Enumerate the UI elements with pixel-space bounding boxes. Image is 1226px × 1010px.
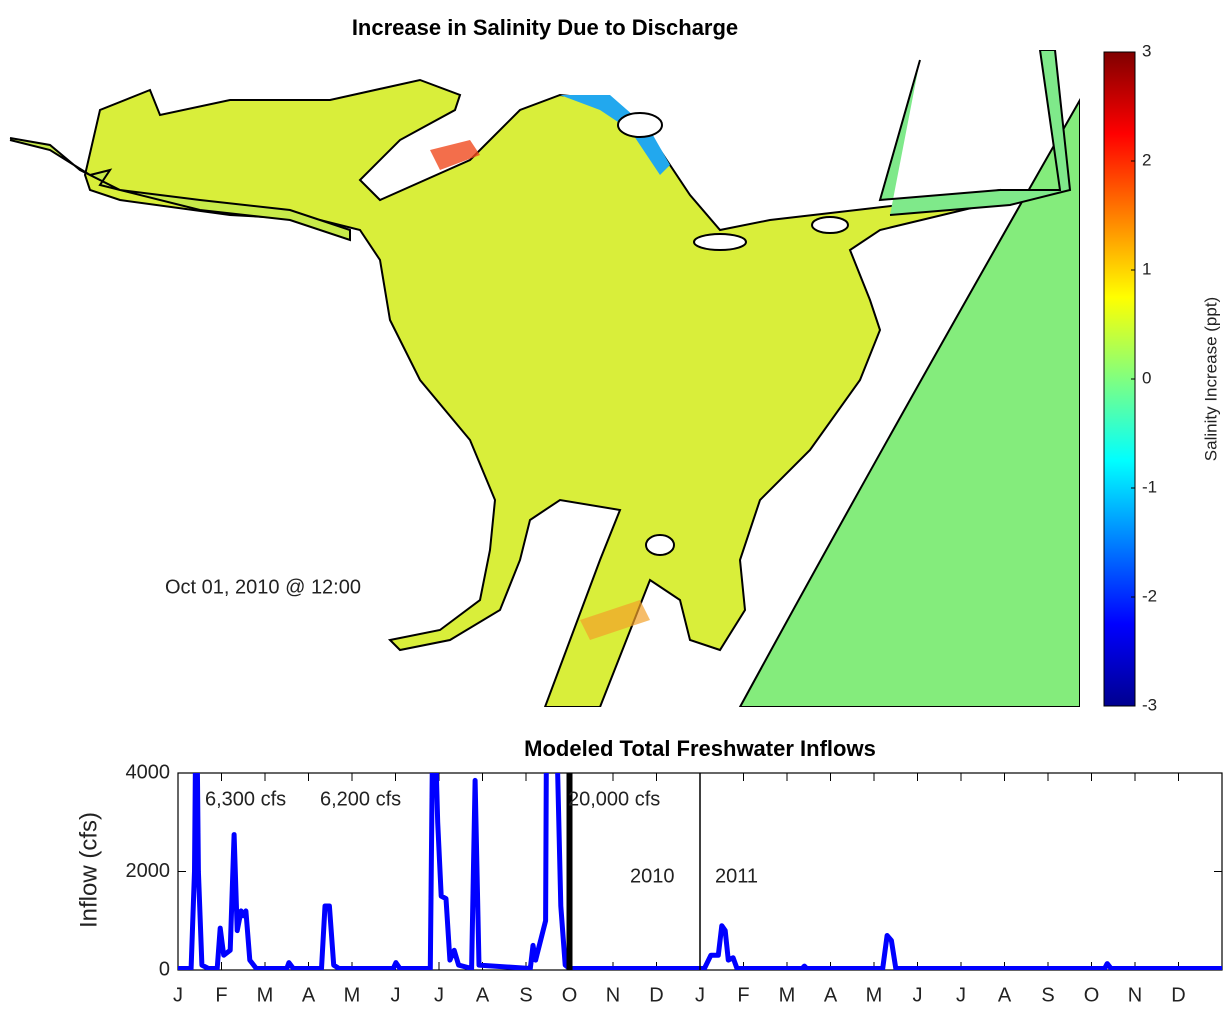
x-tick-label: M	[344, 984, 361, 1006]
island	[645, 534, 675, 556]
x-tick-label: S	[1041, 984, 1054, 1006]
y-axis-label: Inflow (cfs)	[75, 812, 102, 928]
bay-water	[83, 78, 1007, 707]
hot-spot	[430, 140, 480, 170]
x-tick-label: O	[1084, 984, 1100, 1006]
x-tick-label: J	[391, 984, 401, 1006]
gulf-water	[738, 97, 1080, 707]
island	[617, 112, 663, 138]
x-tick-label: A	[476, 984, 490, 1006]
x-tick-label: S	[519, 984, 532, 1006]
colorbar-tick-label: -1	[1142, 477, 1157, 496]
plot-title: Modeled Total Freshwater Inflows	[524, 736, 876, 761]
map-annotation: Oct 01, 2010 @ 12:00	[165, 576, 361, 598]
x-tick-label: J	[434, 984, 444, 1006]
colorbar-tick-label: 2	[1142, 150, 1151, 169]
x-tick-label: N	[1128, 984, 1142, 1006]
y-tick-label: 2000	[126, 860, 171, 882]
x-tick-label: A	[998, 984, 1012, 1006]
red-band	[580, 600, 650, 640]
inflow-line	[178, 773, 1222, 970]
x-tick-label: A	[302, 984, 316, 1006]
north-channel	[878, 50, 1072, 216]
x-tick-label: F	[737, 984, 749, 1006]
annotation: 2010	[630, 865, 675, 887]
x-tick-label: M	[779, 984, 796, 1006]
x-tick-label: M	[257, 984, 274, 1006]
colorbar	[1103, 51, 1136, 707]
plot-area	[178, 773, 1222, 970]
map	[9, 50, 1080, 707]
x-tick-label: D	[649, 984, 663, 1006]
colorbar-label: Salinity Increase (ppt)	[1201, 297, 1220, 461]
colorbar-tick-label: -2	[1142, 586, 1157, 605]
x-tick-label: O	[562, 984, 578, 1006]
x-tick-label: F	[215, 984, 227, 1006]
annotation: 6,300 cfs	[205, 788, 286, 810]
y-tick-label: 0	[159, 958, 170, 980]
y-tick-label: 4000	[126, 761, 171, 783]
colorbar-tick-label: -3	[1142, 695, 1157, 714]
x-tick-label: D	[1171, 984, 1185, 1006]
x-tick-label: J	[956, 984, 966, 1006]
island	[811, 216, 849, 234]
x-tick-label: J	[173, 984, 183, 1006]
island	[693, 233, 747, 251]
x-tick-label: J	[695, 984, 705, 1006]
x-tick-label: J	[913, 984, 923, 1006]
map-title: Increase in Salinity Due to Discharge	[352, 15, 738, 40]
x-tick-label: M	[866, 984, 883, 1006]
annotation: 6,200 cfs	[320, 788, 401, 810]
x-tick-label: A	[824, 984, 838, 1006]
annotation: 2011	[715, 865, 758, 887]
west-channel	[9, 137, 351, 242]
colorbar-tick-label: 0	[1142, 368, 1151, 387]
annotation: 20,000 cfs	[568, 788, 660, 810]
x-tick-label: N	[606, 984, 620, 1006]
colorbar-tick-label: 1	[1142, 259, 1151, 278]
colorbar-tick-label: 3	[1142, 41, 1151, 60]
